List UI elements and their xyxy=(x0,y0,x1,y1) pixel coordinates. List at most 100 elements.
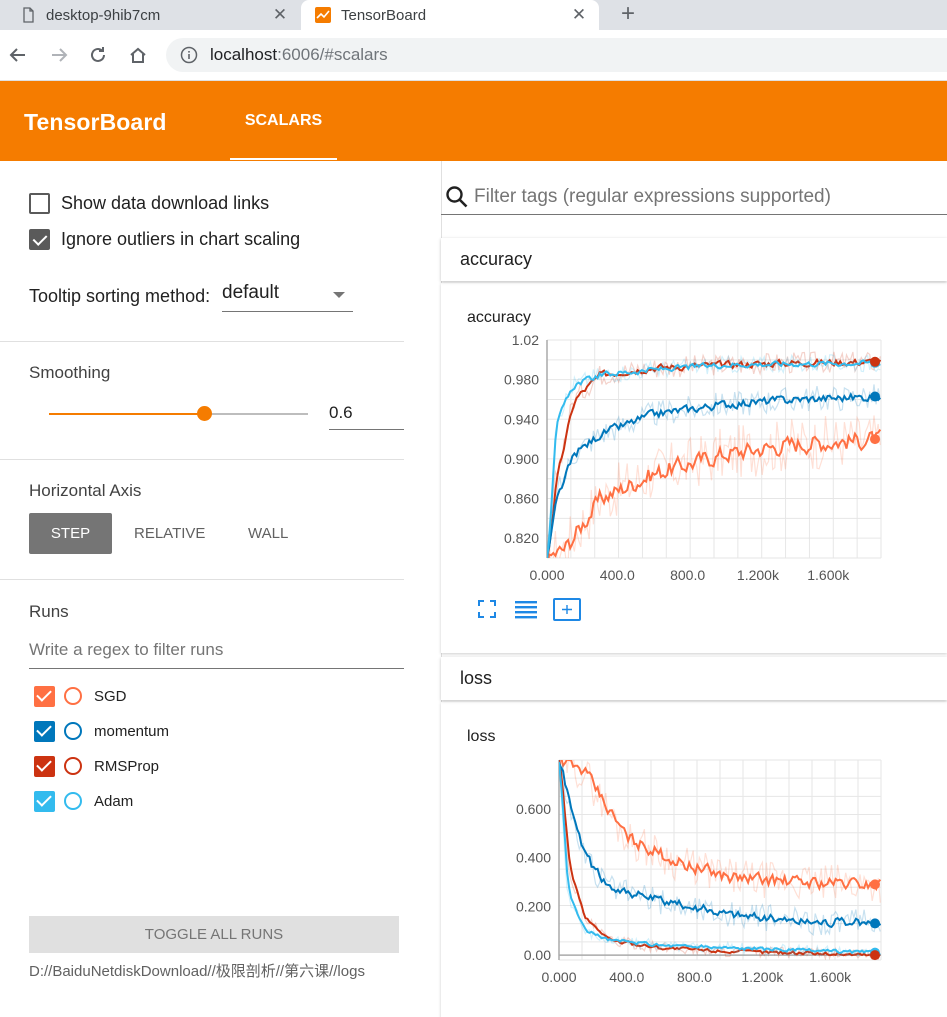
series-line-sgd xyxy=(547,429,881,558)
run-item-rmsprop[interactable]: RMSProp xyxy=(34,755,159,777)
axis-relative-button[interactable]: RELATIVE xyxy=(134,525,206,542)
run-checkbox[interactable] xyxy=(34,790,55,812)
address-bar[interactable]: localhost:6006/#scalars xyxy=(166,38,947,72)
series-line-sgd xyxy=(560,760,881,892)
fullscreen-icon[interactable] xyxy=(478,600,496,618)
section-divider xyxy=(0,579,404,580)
category-title: loss xyxy=(460,668,493,688)
tab-title: TensorBoard xyxy=(341,6,427,24)
smoothing-title: Smoothing xyxy=(29,363,111,382)
tag-filter-placeholder: Filter tags (regular expressions support… xyxy=(474,186,831,207)
axis-wall-button[interactable]: WALL xyxy=(248,525,289,542)
x-tick-label: 0.000 xyxy=(529,567,564,583)
back-arrow-icon[interactable] xyxy=(4,41,32,69)
chart-lines xyxy=(547,351,881,558)
series-line-momentum xyxy=(559,762,881,929)
dropdown-arrow-icon xyxy=(333,292,345,298)
chart-grid xyxy=(546,339,882,559)
y-tick-label: 0.200 xyxy=(516,898,551,914)
y-tick-label: 0.600 xyxy=(516,801,551,817)
loss-chart-card xyxy=(441,702,947,1017)
chart-title: accuracy xyxy=(467,309,532,326)
smoothing-slider-knob[interactable] xyxy=(197,406,212,421)
show-download-links-option[interactable]: Show data download links xyxy=(29,193,269,214)
ignore-outliers-option[interactable]: Ignore outliers in chart scaling xyxy=(29,229,300,250)
series-end-marker xyxy=(870,879,880,890)
run-item-sgd[interactable]: SGD xyxy=(34,685,127,707)
logdir-path: D://BaiduNetdiskDownload//极限剖析//第六课//log… xyxy=(29,963,365,980)
show-download-links-checkbox[interactable] xyxy=(29,193,50,214)
browser-tab-tensorboard[interactable]: TensorBoard ✕ xyxy=(301,0,599,30)
series-line-adam xyxy=(547,359,881,558)
data-table-icon[interactable] xyxy=(515,601,537,619)
y-tick-label: 0.820 xyxy=(504,530,539,546)
x-tick-label: 1.600k xyxy=(807,567,850,583)
forward-arrow-icon[interactable] xyxy=(45,41,73,69)
series-raw-line xyxy=(559,760,881,958)
tab-title: desktop-9hib7cm xyxy=(46,6,161,24)
runs-title: Runs xyxy=(29,602,69,621)
info-icon[interactable] xyxy=(180,46,198,64)
runs-filter-input[interactable]: Write a regex to filter runs xyxy=(29,640,404,669)
loss-chart[interactable]: 0.000 400.0 800.0 1.200k 1.600k 0.600 0.400 0.2… xyxy=(441,750,941,1017)
reload-icon[interactable] xyxy=(84,41,112,69)
series-end-marker xyxy=(870,356,880,367)
chart-title: loss xyxy=(467,728,496,745)
run-item-momentum[interactable]: momentum xyxy=(34,720,169,742)
tooltip-sorting-dropdown[interactable]: default xyxy=(222,282,353,312)
smoothing-value-input[interactable]: 0.6 xyxy=(329,403,404,430)
document-icon xyxy=(23,7,34,23)
chart-grid xyxy=(558,759,882,961)
run-checkbox[interactable] xyxy=(34,720,55,742)
home-icon[interactable] xyxy=(124,41,152,69)
accuracy-category-header[interactable]: accuracy xyxy=(441,238,947,281)
run-checkbox[interactable] xyxy=(34,755,55,777)
search-icon xyxy=(446,186,468,208)
x-tick-label: 1.600k xyxy=(809,969,852,985)
fit-domain-icon[interactable] xyxy=(553,598,581,621)
x-tick-label: 1.200k xyxy=(737,567,780,583)
tensorboard-header: TensorBoard SCALARS xyxy=(0,81,947,161)
accuracy-chart-card xyxy=(441,283,947,653)
run-color-circle-icon[interactable] xyxy=(64,722,82,740)
tag-filter-input[interactable]: Filter tags (regular expressions support… xyxy=(441,180,947,215)
ignore-outliers-label: Ignore outliers in chart scaling xyxy=(61,229,301,249)
chart-toolbar xyxy=(478,598,581,621)
close-icon[interactable]: ✕ xyxy=(571,5,587,24)
app-logo: TensorBoard xyxy=(24,109,167,135)
toggle-all-runs-button[interactable]: TOGGLE ALL RUNS xyxy=(29,916,399,953)
y-tick-label: 0.900 xyxy=(504,451,539,467)
new-tab-plus-icon[interactable]: + xyxy=(620,0,635,27)
run-item-adam[interactable]: Adam xyxy=(34,790,133,812)
close-icon[interactable]: ✕ xyxy=(272,5,288,24)
axis-step-button[interactable]: STEP xyxy=(29,513,112,554)
run-name: SGD xyxy=(94,687,127,705)
run-color-circle-icon[interactable] xyxy=(64,792,82,810)
series-raw-line xyxy=(559,760,881,903)
browser-tabstrip: desktop-9hib7cm ✕ TensorBoard ✕ + xyxy=(0,0,947,30)
section-divider xyxy=(0,459,404,460)
x-tick-label: 400.0 xyxy=(609,969,644,985)
series-raw-line xyxy=(547,351,881,552)
x-tick-label: 800.0 xyxy=(677,969,712,985)
y-tick-label: 0.00 xyxy=(524,947,551,963)
series-end-marker xyxy=(870,918,880,929)
loss-category-header[interactable]: loss xyxy=(441,657,947,700)
run-checkbox[interactable] xyxy=(34,685,55,707)
run-name: momentum xyxy=(94,722,170,740)
tensorboard-favicon-icon xyxy=(315,7,331,23)
run-color-circle-icon[interactable] xyxy=(64,687,82,705)
url-host: localhost xyxy=(210,45,278,64)
accuracy-chart[interactable]: 0.000 400.0 800.0 1.200k 1.600k 1.02 0.980 0.94… xyxy=(441,330,941,595)
x-tick-label: 400.0 xyxy=(600,567,635,583)
tab-scalars[interactable]: SCALARS xyxy=(244,112,323,129)
tooltip-sorting-value: default xyxy=(222,282,280,303)
series-end-marker xyxy=(870,391,880,402)
browser-toolbar: localhost:6006/#scalars xyxy=(0,30,947,81)
horizontal-axis-title: Horizontal Axis xyxy=(29,481,142,500)
tooltip-sorting-label: Tooltip sorting method: xyxy=(29,286,211,306)
ignore-outliers-checkbox[interactable] xyxy=(29,229,50,250)
x-tick-label: 1.200k xyxy=(741,969,784,985)
run-color-circle-icon[interactable] xyxy=(64,757,82,775)
browser-tab-desktop[interactable]: desktop-9hib7cm ✕ xyxy=(0,0,300,30)
